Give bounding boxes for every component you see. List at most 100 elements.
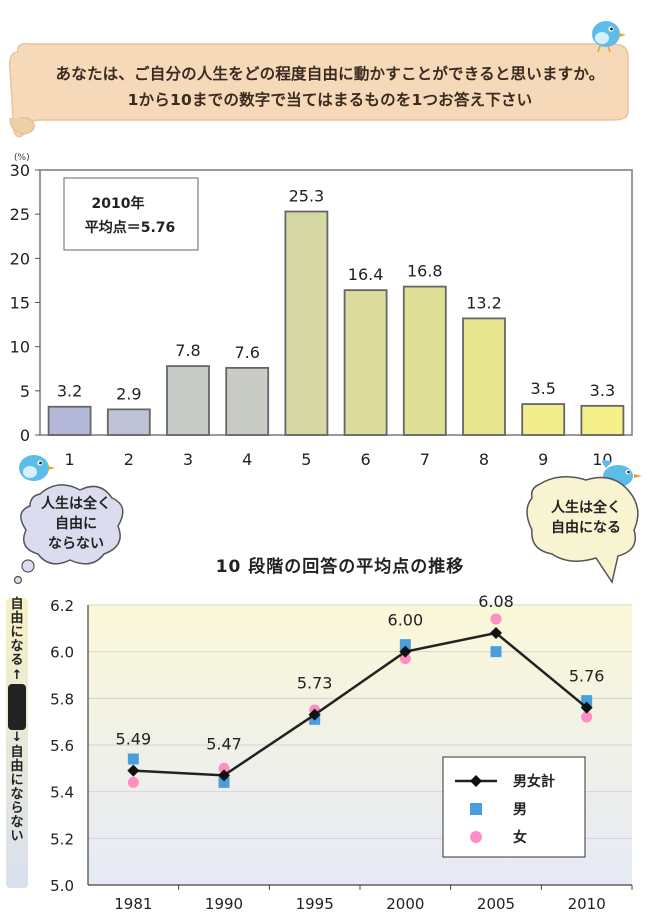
question-line-2: 1から10までの数字で当てはまるものを1つお答え下さい: [127, 91, 533, 109]
total-point: [127, 764, 140, 777]
question-line-1: あなたは、ご自分の人生をどの程度自由に動かすことができると思いますか。: [55, 65, 605, 83]
total-value-label: 6.00: [388, 611, 424, 630]
side-label-char: 生: [10, 699, 24, 714]
bar: [166, 365, 210, 436]
average-score-line-chart: 5.0 5.2 5.4 5.6 5.8 6.0 6.2 1981 1990 1995 2000 200…: [50, 592, 633, 913]
female-point: [490, 613, 502, 625]
side-label-mid: 人生は: [8, 684, 26, 730]
female-point: [218, 762, 230, 774]
bar: [225, 366, 270, 436]
x-tick-label: 3: [183, 450, 193, 469]
right-bubble-text: 人生は全く 自由になる: [551, 500, 621, 536]
total-value-label: 5.49: [116, 730, 152, 749]
side-label-char: な: [10, 639, 24, 654]
y-tick-label: 20: [10, 249, 30, 268]
x-tick-label: 4: [242, 450, 252, 469]
y-tick-label: 0: [20, 426, 30, 445]
female-point: [127, 776, 139, 788]
total-point: [399, 645, 412, 658]
legend-total-label: 男女計: [513, 773, 555, 790]
side-label-char: ら: [10, 801, 24, 816]
side-label-top: 自由になる: [6, 598, 28, 668]
side-label-char: に: [10, 773, 24, 788]
female-point: [581, 711, 593, 723]
bar-value-label: 16.4: [348, 265, 384, 284]
bar-value-label: 3.5: [530, 379, 555, 398]
total-value-label: 5.76: [569, 667, 605, 686]
male-point: [490, 646, 502, 658]
bar: [462, 317, 506, 436]
y-tick-label: 5.6: [50, 737, 74, 755]
x-tick-label: 2: [124, 450, 134, 469]
x-tick-label: 1981: [114, 895, 152, 913]
total-point: [490, 627, 502, 639]
legend-male-marker: [470, 803, 482, 815]
bar-value-label: 3.2: [57, 382, 82, 401]
x-tick-label: 6: [361, 450, 371, 469]
bar-value-label: 25.3: [289, 187, 325, 206]
side-label-char: に: [10, 625, 24, 640]
arrow-down-icon: ↓: [11, 730, 23, 745]
side-label-char: 人: [10, 685, 24, 700]
y-tick-label: 5: [20, 382, 30, 401]
y-tick-label: 5.2: [50, 830, 74, 848]
x-tick-label: 8: [479, 450, 489, 469]
annotation-box: [63, 177, 199, 251]
legend-male-label: 男: [513, 802, 527, 818]
bar: [47, 405, 92, 436]
side-label-char: は: [10, 713, 24, 728]
y-unit-label: (%): [14, 153, 30, 163]
bar-value-label: 3.3: [590, 381, 615, 400]
side-label-bottom: 自由にならない: [6, 746, 28, 844]
bar-value-label: 7.6: [234, 343, 259, 362]
left-bubble: [20, 484, 124, 565]
bird-icon: [19, 455, 55, 481]
total-point: [218, 769, 230, 782]
y-tick-label: 6.0: [50, 644, 74, 662]
side-label-char: 自: [10, 597, 24, 612]
y-tick-label: 5.4: [50, 784, 74, 802]
annotation-average: 平均点＝5.76: [85, 219, 176, 236]
arrow-up-icon: ↑: [11, 668, 23, 683]
legend-total-marker: [470, 775, 482, 787]
male-point: [581, 695, 593, 707]
side-label: 自由になる ↑ 人生は ↓ 自由にならない: [6, 598, 28, 888]
side-label-char: 自: [10, 745, 24, 760]
total-series-line: [133, 631, 588, 777]
bar-value-label: 2.9: [116, 384, 141, 403]
side-label-char: な: [10, 787, 24, 802]
y-tick-label: 6.2: [50, 597, 74, 615]
y-tick-label: 15: [10, 294, 30, 313]
y-tick-label: 5.8: [50, 690, 74, 708]
male-point: [218, 776, 230, 788]
x-tick-label: 1995: [296, 895, 334, 913]
male-point: [399, 639, 411, 651]
side-label-char: る: [10, 653, 24, 668]
legend-female-marker: [470, 831, 482, 843]
x-tick-label: 5: [301, 450, 311, 469]
bar: [580, 404, 625, 436]
bubble-graphics: [13, 455, 642, 585]
x-tick-label: 2000: [386, 895, 424, 913]
y-tick-label: 5.0: [50, 877, 74, 895]
left-bubble-text: 人生は全く 自由に ならない: [41, 496, 111, 552]
bar-value-label: 16.8: [407, 262, 443, 281]
legend-box: [442, 756, 586, 858]
annotation-year: 2010年: [92, 195, 145, 212]
x-tick-label: 2010: [568, 895, 606, 913]
side-label-char: 由: [10, 611, 24, 626]
x-tick-label: 1990: [205, 895, 243, 913]
total-value-label: 5.47: [206, 734, 242, 753]
line-chart-title: 10 段階の回答の平均点の推移: [215, 557, 465, 577]
total-value-label: 5.73: [297, 674, 333, 693]
y-tick-label: 30: [10, 161, 30, 180]
bar-value-label: 7.8: [175, 341, 200, 360]
bar: [284, 210, 329, 436]
right-bubble: [526, 476, 639, 584]
bar: [106, 408, 151, 436]
bar: [402, 285, 447, 436]
x-tick-label: 1: [65, 450, 75, 469]
side-label-char: な: [10, 815, 24, 830]
bar: [521, 403, 566, 436]
side-label-char: い: [10, 829, 24, 844]
